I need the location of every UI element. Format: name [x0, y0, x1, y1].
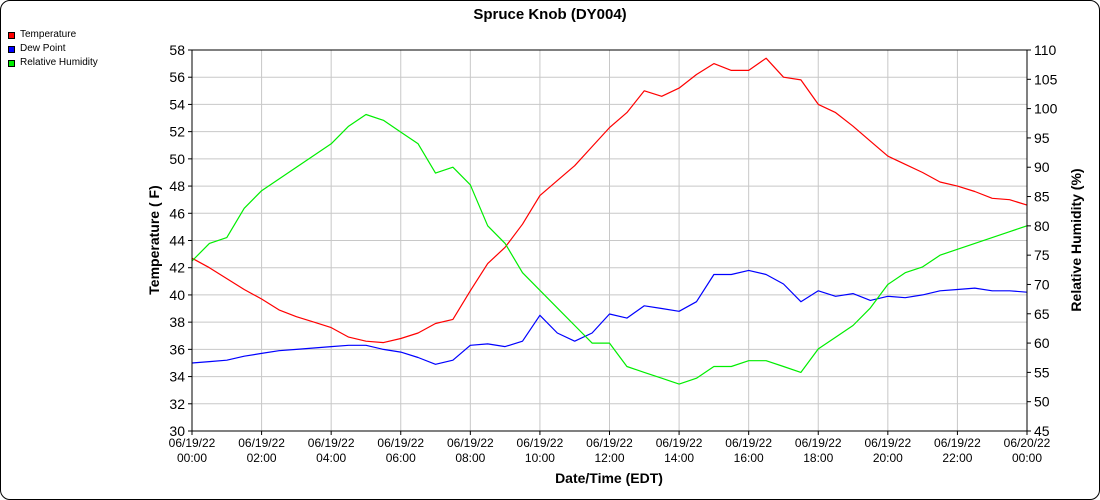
x-tick-time: 10:00: [525, 451, 555, 465]
x-tick-time: 22:00: [942, 451, 972, 465]
x-tick-date: 06/19/22: [586, 436, 633, 450]
y-tick-label-right: 50: [1034, 394, 1050, 410]
x-tick-label: 06/19/22 16:00: [725, 436, 772, 465]
x-tick-time: 00:00: [1012, 451, 1042, 465]
x-tick-label: 06/19/22 18:00: [795, 436, 842, 465]
y-axis-label-left: Temperature ( F): [146, 185, 162, 294]
x-tick-label: 06/20/22 00:00: [1004, 436, 1051, 465]
y-tick-label-left: 36: [169, 341, 185, 357]
y-tick-label-left: 46: [169, 205, 185, 221]
y-tick-label-left: 56: [169, 69, 185, 85]
x-tick-date: 06/19/22: [795, 436, 842, 450]
x-tick-label: 06/19/22 08:00: [447, 436, 494, 465]
x-tick-date: 06/19/22: [934, 436, 981, 450]
series-line-dew-point: [191, 269, 1028, 365]
y-axis-label-right: Relative Humidity (%): [1068, 168, 1084, 311]
x-tick-label: 06/19/22 02:00: [238, 436, 285, 465]
y-tick-label-left: 40: [169, 287, 185, 303]
x-tick-time: 04:00: [316, 451, 346, 465]
x-tick-date: 06/19/22: [864, 436, 911, 450]
legend-swatch: [8, 31, 15, 39]
chart-title: Spruce Knob (DY004): [473, 6, 626, 23]
y-tick-label-right: 65: [1034, 306, 1050, 322]
x-tick-date: 06/19/22: [169, 436, 216, 450]
y-tick-label-left: 44: [169, 233, 185, 249]
y-tick-label-right: 95: [1034, 130, 1050, 146]
y-tick-label-left: 58: [169, 42, 185, 58]
x-tick-label: 06/19/22 04:00: [308, 436, 355, 465]
y-tick-label-right: 70: [1034, 276, 1050, 292]
series-line-temperature: [191, 57, 1028, 344]
y-tick-label-left: 42: [169, 260, 185, 276]
x-tick-date: 06/20/22: [1004, 436, 1051, 450]
y-tick-label-left: 34: [169, 369, 185, 385]
x-tick-time: 14:00: [664, 451, 694, 465]
x-tick-label: 06/19/22 12:00: [586, 436, 633, 465]
x-axis-label: Date/Time (EDT): [555, 470, 663, 486]
legend-label: Relative Humidity: [20, 57, 98, 68]
x-tick-time: 02:00: [247, 451, 277, 465]
y-tick-label-right: 100: [1034, 101, 1058, 117]
x-tick-date: 06/19/22: [377, 436, 424, 450]
x-tick-time: 18:00: [803, 451, 833, 465]
legend-swatch: [8, 45, 15, 53]
x-tick-label: 06/19/22 20:00: [864, 436, 911, 465]
x-tick-label: 06/19/22 00:00: [169, 436, 216, 465]
series-lines: [191, 57, 1028, 385]
y-tick-label-right: 90: [1034, 159, 1050, 175]
x-tick-label: 06/19/22 06:00: [377, 436, 424, 465]
x-tick-time: 20:00: [873, 451, 903, 465]
y-tick-label-left: 50: [169, 151, 185, 167]
x-tick-date: 06/19/22: [447, 436, 494, 450]
y-tick-label-right: 75: [1034, 247, 1050, 263]
x-tick-date: 06/19/22: [656, 436, 703, 450]
x-tick-label: 06/19/22 22:00: [934, 436, 981, 465]
legend-item-temperature: Temperature: [8, 28, 98, 42]
y-tick-label-right: 60: [1034, 335, 1050, 351]
x-tick-date: 06/19/22: [517, 436, 564, 450]
legend-item-dew-point: Dew Point: [8, 42, 98, 56]
x-tick-time: 06:00: [386, 451, 416, 465]
series-line-relative-humidity: [191, 113, 1028, 385]
x-tick-time: 16:00: [734, 451, 764, 465]
y-tick-label-right: 45: [1034, 423, 1050, 439]
x-tick-label: 06/19/22 10:00: [517, 436, 564, 465]
legend-item-relative-humidity: Relative Humidity: [8, 56, 98, 70]
y-tick-label-right: 105: [1034, 71, 1058, 87]
x-tick-label: 06/19/22 14:00: [656, 436, 703, 465]
y-tick-label-right: 110: [1034, 42, 1057, 58]
y-tick-label-left: 48: [169, 178, 185, 194]
x-tick-date: 06/19/22: [238, 436, 285, 450]
y-tick-label-right: 55: [1034, 364, 1050, 380]
x-tick-time: 00:00: [177, 451, 207, 465]
x-tick-date: 06/19/22: [308, 436, 355, 450]
x-tick-time: 12:00: [594, 451, 624, 465]
y-tick-label-left: 38: [169, 314, 185, 330]
y-tick-label-right: 80: [1034, 218, 1050, 234]
y-tick-label-left: 32: [169, 396, 185, 412]
x-tick-date: 06/19/22: [725, 436, 772, 450]
legend-swatch: [8, 59, 15, 67]
y-tick-label-right: 85: [1034, 189, 1050, 205]
legend-label: Temperature: [20, 29, 77, 40]
y-tick-label-left: 54: [169, 96, 185, 112]
y-tick-label-left: 52: [169, 124, 185, 140]
chart-legend: Temperature Dew Point Relative Humidity: [8, 28, 98, 70]
gridlines: [191, 49, 1028, 432]
legend-label: Dew Point: [20, 43, 66, 54]
x-tick-time: 08:00: [455, 451, 485, 465]
y-tick-label-left: 30: [169, 423, 185, 439]
